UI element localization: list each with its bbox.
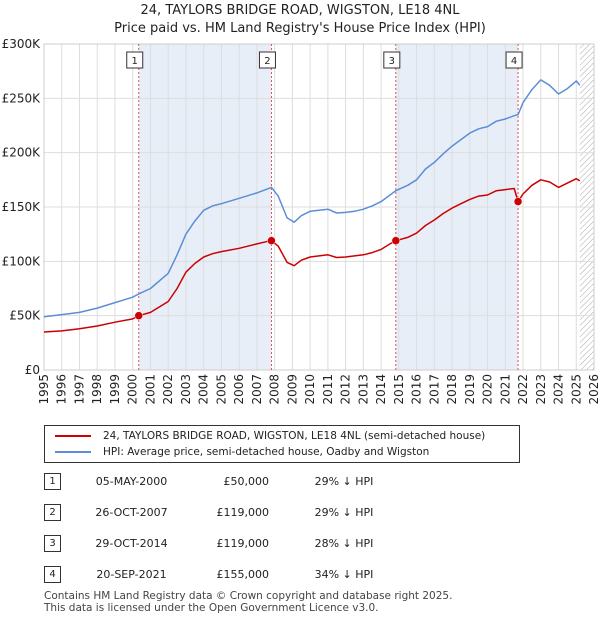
x-tick-label: 2005 [214,374,228,405]
x-tick-label: 2017 [427,374,441,405]
x-tick-label: 2020 [481,374,495,405]
table-row: 3 29-OCT-2014 £119,000 28% ↓ HPI [44,535,564,555]
x-tick-label: 2011 [321,374,335,405]
sale-number-label: 1 [132,56,138,67]
sale-price: £50,000 [223,475,270,488]
chart-title: 24, TAYLORS BRIDGE ROAD, WIGSTON, LE18 4… [141,3,461,18]
sale-point [391,236,401,245]
y-tick-label: £150K [2,200,42,214]
sale-point [267,236,276,245]
price-chart: 24, TAYLORS BRIDGE ROAD, WIGSTON, LE18 4… [2,3,600,405]
x-tick-label: 2014 [374,374,388,405]
legend-label-hpi: HPI: Average price, semi-detached house,… [103,446,430,458]
x-tick-label: 2018 [445,374,459,405]
x-tick-label: 2000 [126,374,140,405]
y-tick-label: £0 [25,363,40,377]
footer-copyright: Contains HM Land Registry data © Crown c… [44,590,453,602]
y-tick-label: £300K [2,37,42,51]
sale-number-box [505,51,523,69]
x-tick-label: 2007 [250,374,264,405]
chart-legend: 24, TAYLORS BRIDGE ROAD, WIGSTON, LE18 4… [44,425,520,463]
sale-number-label: 3 [389,56,395,67]
y-tick-label: £250K [2,91,42,105]
x-tick-label: 2002 [161,374,175,405]
x-tick-label: 2003 [179,374,193,405]
chart-subtitle: Price paid vs. HM Land Registry's House … [114,21,486,36]
sale-price: £119,000 [216,506,270,519]
x-tick-label: 2021 [498,374,512,405]
sale-date: 29-OCT-2014 [95,537,168,550]
footer-licence: This data is licensed under the Open Gov… [44,602,379,614]
sale-hpi-diff: 28% ↓ HPI [314,537,374,550]
property-series-line [44,177,581,333]
x-tick-label: 2023 [534,374,548,405]
sale-point [134,311,143,320]
x-tick-label: 2019 [463,374,477,405]
table-row: 2 26-OCT-2007 £119,000 29% ↓ HPI [44,504,564,524]
x-tick-label: 2016 [410,374,424,405]
table-row: 1 05-MAY-2000 £50,000 29% ↓ HPI [44,473,564,493]
sale-hpi-diff: 34% ↓ HPI [314,568,374,581]
x-tick-label: 2006 [232,374,246,405]
x-tick-label: 2022 [516,374,530,405]
x-tick-label: 2024 [552,374,566,405]
series-group [44,79,581,333]
x-tick-label: 2009 [285,374,299,405]
sale-date: 05-MAY-2000 [95,475,168,488]
sale-price: £119,000 [216,537,270,550]
x-tick-label: 2013 [356,374,370,405]
x-tick-label: 1999 [108,374,122,405]
sale-number-badge: 3 [44,535,61,552]
legend-label-property: 24, TAYLORS BRIDGE ROAD, WIGSTON, LE18 4… [103,430,486,442]
x-tick-label: 2001 [143,374,157,405]
sale-hpi-diff: 29% ↓ HPI [314,475,374,488]
legend-swatch-hpi [55,451,91,453]
sale-number-box [383,51,401,69]
table-row: 4 20-SEP-2021 £155,000 34% ↓ HPI [44,566,564,586]
x-tick-label: 2008 [268,374,282,405]
sale-date: 20-SEP-2021 [96,568,167,581]
x-tick-label: 2012 [339,374,353,405]
x-tick-label: 1998 [90,374,104,405]
sale-number-label: 4 [511,56,517,67]
sale-number-badge: 4 [44,566,61,583]
x-tick-label: 2025 [569,374,583,405]
sale-hpi-diff: 29% ↓ HPI [314,506,374,519]
x-tick-label: 2004 [197,374,211,405]
sale-number-label: 2 [264,56,270,67]
sale-date: 26-OCT-2007 [95,506,168,519]
sale-number-box [126,51,144,69]
y-tick-label: £200K [2,146,42,160]
y-tick-label: £50K [9,309,41,323]
x-tick-label: 1996 [55,374,69,405]
sale-number-badge: 1 [44,473,61,490]
y-tick-label: £100K [2,254,42,268]
x-tick-label: 2015 [392,374,406,405]
legend-swatch-property [55,435,91,437]
sale-price: £155,000 [216,568,270,581]
sale-number-badge: 2 [44,504,61,521]
x-tick-label: 2010 [303,374,317,405]
sale-number-box [258,51,276,69]
x-tick-label: 1995 [37,374,51,405]
hpi-series-line [44,79,581,318]
x-tick-label: 2026 [587,374,600,405]
sale-point [513,197,523,206]
plot-frame [43,43,595,371]
legend-item-property: 24, TAYLORS BRIDGE ROAD, WIGSTON, LE18 4… [55,428,485,444]
footer-attribution: Contains HM Land Registry data © Crown c… [44,590,452,614]
legend-item-hpi: HPI: Average price, semi-detached house,… [55,444,429,460]
x-tick-label: 1997 [72,374,86,405]
